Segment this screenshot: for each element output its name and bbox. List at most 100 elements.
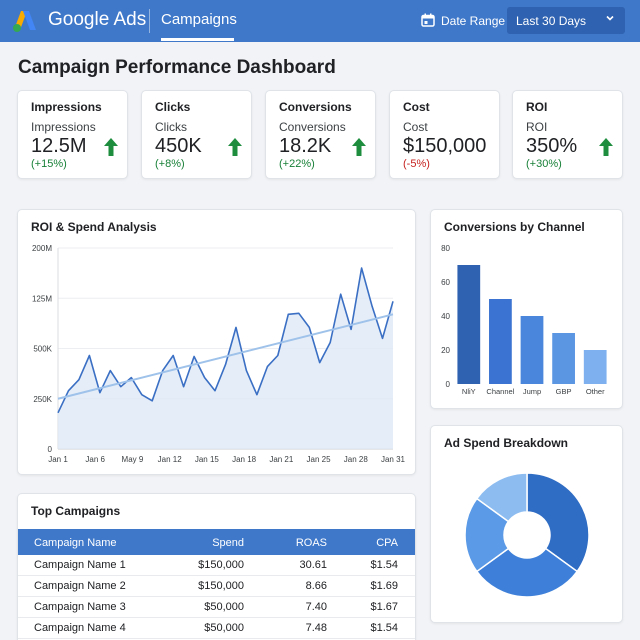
cell-roas: 7.48: [305, 622, 327, 634]
arrow-up-icon: [104, 138, 118, 156]
kpi-delta: (-5%): [403, 158, 430, 170]
x-tick-label: Jan 28: [344, 455, 369, 464]
x-tick-label: Jan 6: [85, 455, 105, 464]
cell-spend: $50,000: [204, 622, 244, 634]
calendar-icon: [421, 13, 435, 27]
ad-spend-breakdown-panel: Ad Spend Breakdown: [430, 425, 623, 623]
bar-nliy: [457, 265, 481, 384]
x-tick-label: Jan 12: [158, 455, 183, 464]
trend-line: [57, 313, 394, 400]
kpi-title: Conversions: [279, 100, 352, 114]
chevron-down-icon: [606, 15, 614, 21]
panel-title: Ad Spend Breakdown: [444, 436, 569, 450]
ad-spend-donut-chart[interactable]: [431, 426, 624, 624]
column-header-campaign-name[interactable]: Campaign Name: [34, 537, 117, 549]
y-tick-label: 0: [48, 445, 53, 454]
y-tick-label: 20: [441, 346, 450, 355]
kpi-title: ROI: [526, 100, 548, 114]
kpi-card-clicks[interactable]: Clicks Clicks 450K (+8%): [141, 90, 252, 179]
google-ads-logo-icon[interactable]: [12, 8, 38, 34]
brand-name[interactable]: Google Ads: [48, 9, 147, 30]
bar-other: [583, 350, 607, 384]
donut-slice-1: [526, 472, 590, 573]
column-header-cpa[interactable]: CPA: [376, 537, 398, 549]
table-header: Campaign Name Spend ROAS CPA: [18, 529, 415, 555]
cell-cpa: $1.54: [370, 622, 398, 634]
cell-spend: $150,000: [198, 559, 244, 571]
x-tick-label: Jan 15: [195, 455, 220, 464]
roi-spend-chart[interactable]: 0 250K 500K 125M 200M Jan 1 Jan 6 May 9 Jan 12 Ja…: [18, 210, 417, 476]
y-tick-label: 80: [441, 244, 450, 253]
table-row[interactable]: Campaign Name 1 $150,000 30.61 $1.54: [18, 555, 415, 576]
kpi-card-cost[interactable]: Cost Cost $150,000 (-5%): [389, 90, 500, 179]
kpi-value: 18.2K: [279, 135, 332, 157]
bar-channel: [489, 299, 512, 384]
bar-gbp: [552, 333, 575, 384]
table-row[interactable]: Campaign Name 3 $50,000 7.40 $1.67: [18, 597, 415, 618]
arrow-up-icon: [228, 138, 242, 156]
x-tick-label: NliY: [462, 387, 476, 396]
bar-jump: [520, 316, 544, 384]
kpi-title: Impressions: [31, 100, 102, 114]
kpi-delta: (+22%): [279, 158, 315, 170]
active-tab-indicator: [161, 38, 234, 41]
top-campaigns-panel: Top Campaigns Campaign Name Spend ROAS C…: [17, 493, 416, 640]
kpi-value: $150,000: [403, 135, 487, 157]
column-header-spend[interactable]: Spend: [212, 537, 244, 549]
kpi-value: 450K: [155, 135, 202, 157]
y-tick-label: 200M: [32, 244, 52, 253]
cell-campaign-name: Campaign Name 4: [34, 622, 126, 634]
x-tick-label: Jan 25: [307, 455, 332, 464]
x-tick-label: Other: [586, 387, 605, 396]
kpi-delta: (+15%): [31, 158, 67, 170]
conversions-by-channel-panel: Conversions by Channel 0 20 40 60 80 NliY Chan…: [430, 209, 623, 409]
date-range-label: Date Range: [441, 14, 506, 28]
kpi-subtitle: Impressions: [31, 120, 96, 134]
y-tick-label: 250K: [33, 395, 52, 404]
cell-campaign-name: Campaign Name 2: [34, 580, 126, 592]
x-tick-label: Jump: [523, 387, 541, 396]
arrow-up-icon: [352, 138, 366, 156]
x-tick-label: Jan 18: [232, 455, 257, 464]
divider: [149, 9, 150, 33]
column-header-roas[interactable]: ROAS: [295, 537, 327, 549]
conversions-bar-chart[interactable]: 0 20 40 60 80 NliY Channel Jump GBP Other: [431, 210, 624, 410]
kpi-delta: (+8%): [155, 158, 185, 170]
date-range-select[interactable]: Last 30 Days: [507, 7, 625, 34]
kpi-title: Clicks: [155, 100, 191, 114]
cell-campaign-name: Campaign Name 1: [34, 559, 126, 571]
y-tick-label: 500K: [33, 345, 52, 354]
x-tick-label: Jan 21: [269, 455, 294, 464]
x-tick-label: May 9: [122, 455, 144, 464]
x-tick-label: Channel: [486, 387, 514, 396]
y-tick-label: 40: [441, 312, 450, 321]
kpi-subtitle: Cost: [403, 120, 428, 134]
kpi-value: 12.5M: [31, 135, 87, 157]
table-row[interactable]: Campaign Name 2 $150,000 8.66 $1.69: [18, 576, 415, 597]
tab-campaigns[interactable]: Campaigns: [161, 11, 237, 28]
spend-line: [57, 267, 394, 414]
cell-cpa: $1.54: [370, 559, 398, 571]
y-tick-label: 125M: [32, 294, 52, 303]
kpi-card-conversions[interactable]: Conversions Conversions 18.2K (+22%): [265, 90, 376, 179]
x-tick-label: Jan 1: [48, 455, 68, 464]
donut-slice-4: [475, 472, 528, 523]
spend-area: [58, 268, 393, 449]
kpi-delta: (+30%): [526, 158, 562, 170]
kpi-card-roi[interactable]: ROI ROI 350% (+30%): [512, 90, 623, 179]
cell-campaign-name: Campaign Name 3: [34, 601, 126, 613]
y-tick-label: 0: [446, 380, 451, 389]
cell-roas: 8.66: [305, 580, 327, 592]
cell-spend: $150,000: [198, 580, 244, 592]
y-tick-label: 60: [441, 278, 450, 287]
table-row[interactable]: Campaign Name 4 $50,000 7.48 $1.54: [18, 618, 415, 639]
cell-roas: 7.40: [305, 601, 327, 613]
cell-spend: $50,000: [204, 601, 244, 613]
donut-slice-2: [475, 547, 579, 598]
kpi-card-impressions[interactable]: Impressions Impressions 12.5M (+15%): [17, 90, 128, 179]
date-range-value: Last 30 Days: [516, 14, 587, 28]
panel-title: ROI & Spend Analysis: [31, 220, 157, 234]
panel-title: Top Campaigns: [31, 504, 121, 518]
x-tick-label: GBP: [556, 387, 572, 396]
cell-roas: 30.61: [299, 559, 327, 571]
